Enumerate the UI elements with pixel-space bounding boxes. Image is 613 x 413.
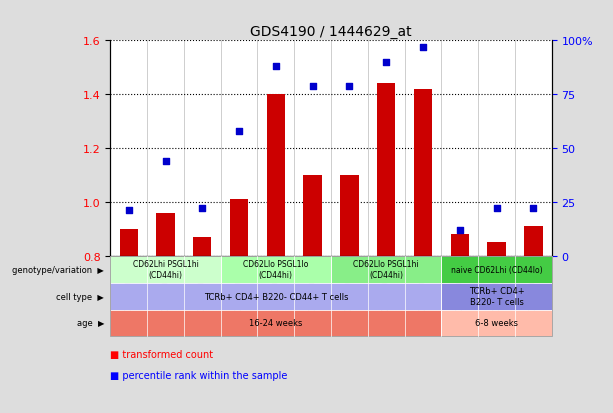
Text: CD62Llo PSGL1hi
(CD44hi): CD62Llo PSGL1hi (CD44hi) bbox=[353, 260, 419, 279]
Point bbox=[528, 206, 538, 212]
Point bbox=[161, 158, 170, 165]
Point bbox=[345, 83, 354, 90]
Point bbox=[492, 206, 501, 212]
Text: cell type  ▶: cell type ▶ bbox=[56, 292, 104, 301]
Point bbox=[234, 128, 244, 135]
Text: ■ transformed count: ■ transformed count bbox=[110, 349, 213, 359]
Bar bbox=[340, 176, 359, 256]
Text: ■ percentile rank within the sample: ■ percentile rank within the sample bbox=[110, 370, 287, 380]
Text: TCRb+ CD4+
B220- T cells: TCRb+ CD4+ B220- T cells bbox=[469, 287, 524, 306]
Text: CD62Lhi PSGL1hi
(CD44hi): CD62Lhi PSGL1hi (CD44hi) bbox=[132, 260, 199, 279]
Text: 6-8 weeks: 6-8 weeks bbox=[475, 319, 518, 328]
Bar bbox=[193, 237, 211, 256]
Text: CD62Llo PSGL1lo
(CD44hi): CD62Llo PSGL1lo (CD44hi) bbox=[243, 260, 308, 279]
Point bbox=[271, 64, 281, 70]
Text: TCRb+ CD4+ B220- CD44+ T cells: TCRb+ CD4+ B220- CD44+ T cells bbox=[204, 292, 348, 301]
Point bbox=[124, 208, 134, 214]
Point bbox=[455, 227, 465, 234]
Text: genotype/variation  ▶: genotype/variation ▶ bbox=[12, 265, 104, 274]
Bar bbox=[377, 84, 395, 256]
Title: GDS4190 / 1444629_at: GDS4190 / 1444629_at bbox=[250, 25, 412, 39]
Bar bbox=[230, 199, 248, 256]
Point bbox=[381, 59, 391, 66]
Text: age  ▶: age ▶ bbox=[77, 319, 104, 328]
Bar bbox=[414, 90, 432, 256]
Text: 16-24 weeks: 16-24 weeks bbox=[249, 319, 303, 328]
Text: naive CD62Lhi (CD44lo): naive CD62Lhi (CD44lo) bbox=[451, 265, 543, 274]
Bar bbox=[451, 235, 469, 256]
Point bbox=[308, 83, 318, 90]
Bar bbox=[267, 95, 285, 256]
Bar bbox=[120, 229, 138, 256]
Bar bbox=[303, 176, 322, 256]
Bar bbox=[524, 226, 543, 256]
Point bbox=[197, 206, 207, 212]
Bar bbox=[487, 243, 506, 256]
Bar bbox=[156, 213, 175, 256]
Point bbox=[418, 45, 428, 51]
